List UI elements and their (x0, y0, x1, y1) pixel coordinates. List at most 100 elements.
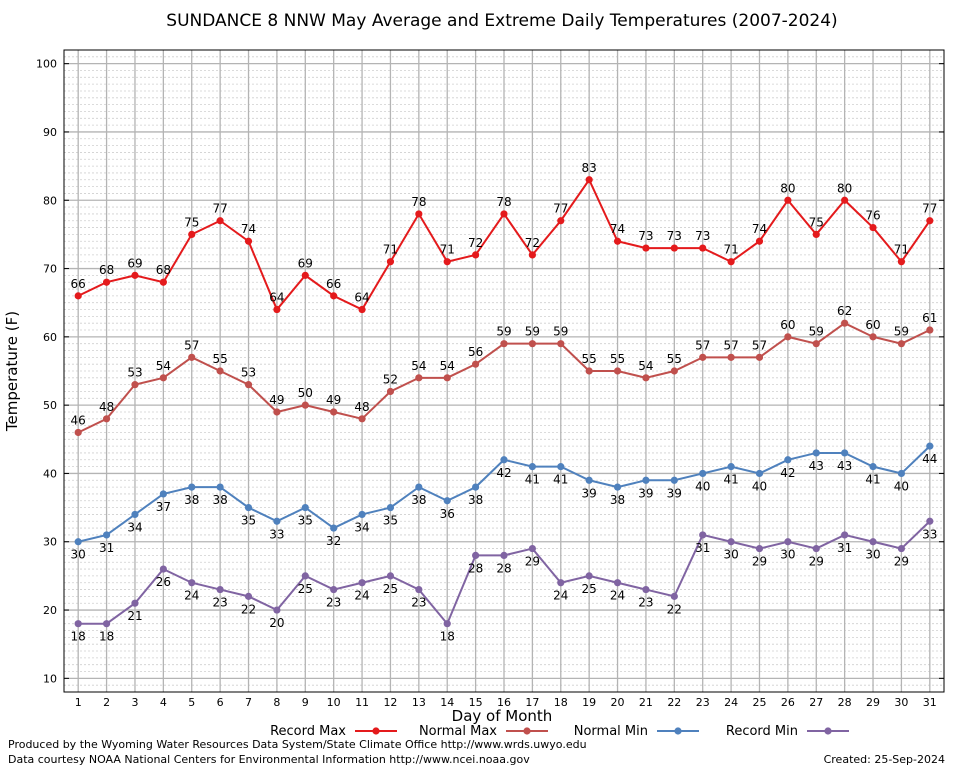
data-point (472, 360, 480, 368)
data-point (841, 449, 849, 457)
data-label: 54 (638, 359, 653, 373)
data-point (500, 210, 508, 218)
data-label: 39 (638, 486, 653, 500)
x-tick-label: 3 (131, 696, 138, 709)
data-label: 38 (610, 493, 625, 507)
series-3: 18 18 21 26 24 23 22 20 25 23 24 25 23 18 28 28 29 24 25 24… (71, 517, 937, 644)
data-label: 40 (894, 479, 909, 493)
data-point (216, 217, 224, 225)
data-point (727, 258, 735, 266)
data-label: 73 (638, 229, 653, 243)
y-tick-label: 20 (43, 604, 57, 617)
data-point (443, 497, 451, 505)
data-point (188, 579, 196, 587)
data-point (358, 415, 366, 423)
data-point (188, 353, 196, 361)
data-point (699, 244, 707, 252)
data-label: 71 (894, 243, 909, 257)
data-label: 59 (809, 325, 824, 339)
x-tick-label: 31 (923, 696, 937, 709)
data-label: 44 (922, 452, 937, 466)
data-label: 71 (383, 243, 398, 257)
data-label: 30 (723, 548, 738, 562)
data-label: 49 (326, 393, 341, 407)
data-label: 83 (582, 161, 597, 175)
data-label: 57 (752, 338, 767, 352)
data-point (415, 210, 423, 218)
series-layer: 66 68 69 68 75 77 74 64 69 66 64 71 78 71 72 78 72 77 83 74… (71, 161, 938, 644)
data-label: 29 (525, 555, 540, 569)
data-point (244, 592, 253, 600)
legend-swatch-marker (523, 727, 531, 735)
data-point (557, 579, 565, 587)
data-label: 38 (184, 493, 199, 507)
data-point (755, 353, 764, 361)
data-label: 41 (723, 473, 738, 487)
data-point (642, 585, 650, 594)
data-point (500, 456, 508, 464)
data-point (244, 381, 253, 389)
data-point (330, 408, 338, 416)
data-label: 66 (71, 277, 86, 291)
data-point (472, 251, 480, 259)
data-label: 69 (298, 256, 313, 270)
data-point (273, 606, 281, 614)
data-label: 30 (865, 548, 880, 562)
data-point (642, 374, 650, 382)
data-point (727, 353, 735, 361)
data-point (613, 367, 622, 375)
data-label: 78 (411, 195, 426, 209)
data-point (74, 428, 82, 437)
y-tick-label: 70 (43, 263, 57, 276)
series-1: 46 48 53 54 57 55 53 49 50 49 48 52 54 54 56 59 59 59 55 55… (71, 304, 937, 437)
data-label: 61 (922, 311, 937, 325)
data-point (216, 367, 224, 375)
x-tick-label: 10 (327, 696, 341, 709)
legend-label: Normal Max (419, 724, 497, 739)
footer-produced-by: Produced by the Wyoming Water Resources … (8, 738, 587, 751)
data-point (557, 217, 565, 225)
data-label: 36 (440, 507, 455, 521)
data-point (670, 476, 678, 484)
data-label: 28 (468, 561, 483, 575)
data-label: 43 (809, 459, 824, 473)
data-label: 54 (411, 359, 426, 373)
data-point (926, 517, 934, 525)
data-label: 31 (695, 541, 710, 555)
data-point (557, 340, 565, 348)
data-point (216, 483, 224, 491)
data-point (131, 599, 139, 607)
data-label: 37 (156, 500, 171, 514)
data-point (585, 476, 593, 484)
data-label: 35 (298, 514, 313, 528)
data-point (358, 510, 366, 519)
data-point (500, 551, 508, 560)
data-point (642, 244, 650, 252)
y-tick-label: 90 (43, 126, 57, 139)
data-label: 77 (212, 202, 227, 216)
data-point (841, 319, 849, 327)
data-label: 41 (865, 473, 880, 487)
x-tick-label: 5 (188, 696, 195, 709)
data-point (557, 463, 565, 471)
data-point (897, 340, 906, 348)
data-label: 50 (298, 386, 313, 400)
data-label: 40 (695, 479, 710, 493)
y-tick-label: 80 (43, 194, 57, 207)
data-point (755, 544, 764, 553)
data-point (443, 374, 451, 382)
data-point (784, 456, 792, 464)
data-point (585, 572, 593, 580)
y-tick-label: 10 (43, 672, 57, 685)
data-label: 42 (496, 466, 511, 480)
data-label: 54 (156, 359, 171, 373)
data-point (188, 483, 196, 491)
data-point (613, 483, 622, 491)
data-point (386, 572, 395, 580)
data-label: 66 (326, 277, 341, 291)
data-point (273, 408, 281, 416)
data-point (585, 176, 593, 184)
data-label: 54 (440, 359, 455, 373)
data-label: 60 (865, 318, 880, 332)
